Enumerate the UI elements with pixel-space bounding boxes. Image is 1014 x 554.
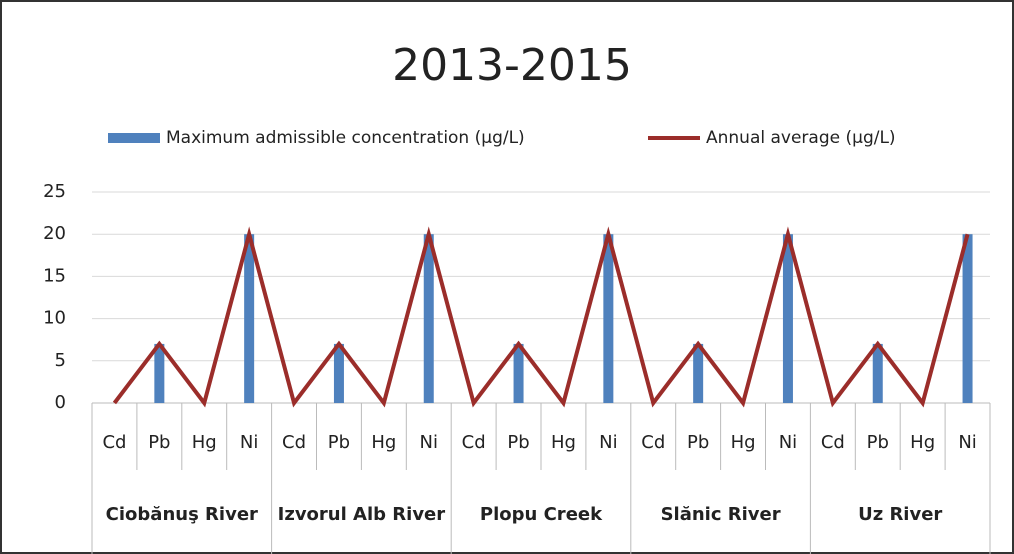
y-tick-label: 10 — [43, 308, 66, 329]
x-tick-label: Cd — [282, 432, 306, 453]
legend-swatch — [108, 133, 160, 143]
x-tick-label: Hg — [731, 432, 756, 453]
y-tick-label: 15 — [43, 265, 66, 286]
x-tick-label: Hg — [371, 432, 396, 453]
y-tick-label: 20 — [43, 223, 66, 244]
bar — [244, 234, 255, 403]
group-label: Izvorul Alb River — [278, 504, 446, 525]
group-label: Plopu Creek — [480, 504, 603, 525]
legend-label: Maximum admissible concentration (µg/L) — [166, 128, 525, 148]
bar — [513, 343, 524, 403]
bar — [154, 343, 165, 403]
x-tick-label: Ni — [779, 432, 797, 453]
x-tick-label: Pb — [867, 432, 889, 453]
x-tick-label: Pb — [687, 432, 709, 453]
x-tick-label: Pb — [507, 432, 529, 453]
x-tick-label: Ni — [599, 432, 617, 453]
x-tick-label: Hg — [551, 432, 576, 453]
bar — [962, 234, 973, 403]
x-tick-label: Cd — [821, 432, 845, 453]
x-tick-label: Cd — [641, 432, 665, 453]
bar — [782, 234, 793, 403]
x-tick-label: Ni — [958, 432, 976, 453]
bar — [872, 343, 883, 403]
x-tick-label: Ni — [420, 432, 438, 453]
bar — [423, 234, 434, 403]
bar — [693, 343, 704, 403]
x-tick-label: Hg — [910, 432, 935, 453]
x-tick-label: Ni — [240, 432, 258, 453]
chart-title: 2013-2015 — [392, 40, 632, 91]
group-label: Uz River — [858, 504, 942, 525]
group-label: Ciobănuş River — [106, 504, 258, 525]
x-tick-label: Pb — [148, 432, 170, 453]
legend-label: Annual average (µg/L) — [706, 128, 896, 148]
y-tick-label: 0 — [55, 392, 66, 413]
x-tick-label: Pb — [328, 432, 350, 453]
bar — [603, 234, 614, 403]
y-tick-label: 25 — [43, 181, 66, 202]
y-tick-label: 5 — [55, 350, 66, 371]
x-tick-label: Cd — [102, 432, 126, 453]
line — [112, 226, 970, 408]
x-tick-label: Hg — [192, 432, 217, 453]
group-label: Slănic River — [661, 504, 781, 525]
x-tick-label: Cd — [462, 432, 486, 453]
bar — [333, 343, 344, 403]
